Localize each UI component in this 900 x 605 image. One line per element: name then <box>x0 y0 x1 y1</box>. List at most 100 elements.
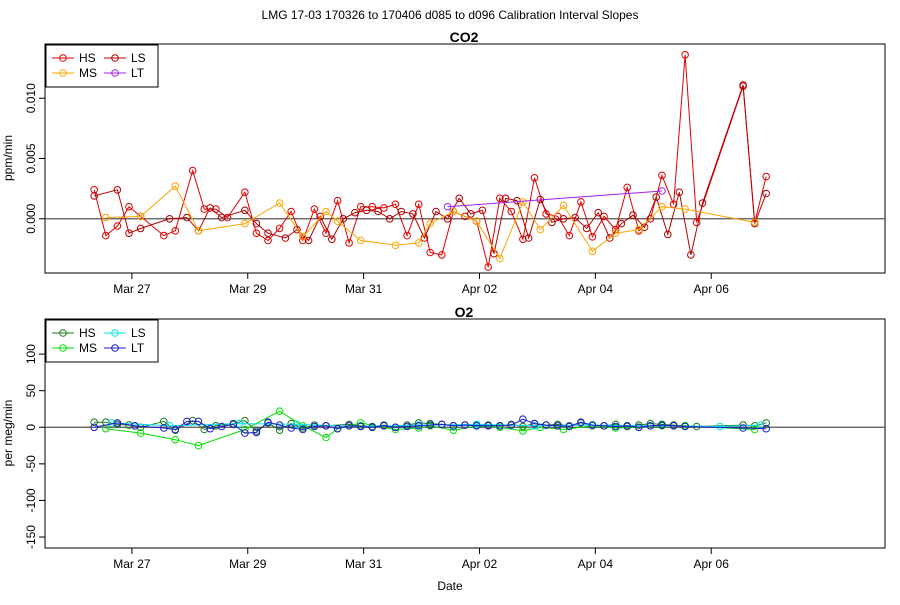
co2-series-hs-point <box>102 231 110 240</box>
co2-series-ms-point <box>275 199 284 207</box>
o2-series-lt-point <box>588 421 597 429</box>
co2-series-hs-point <box>623 183 632 192</box>
co2-series-ls-point <box>559 215 568 223</box>
co2-series-hs-point <box>310 205 319 213</box>
co2-series-ls-point <box>762 189 771 198</box>
co2-series-hs-point <box>380 204 388 212</box>
co2-series-ms-line <box>105 185 755 260</box>
o2-series-lt-point <box>472 422 481 430</box>
o2-series-lt-point <box>623 422 632 430</box>
co2-legend-lt-label: LT <box>131 66 145 80</box>
o2-series-lt-point <box>380 422 388 430</box>
o2-series-lt-point <box>194 417 203 426</box>
o2-series-hs-point <box>635 421 643 429</box>
o2-series-lt-line <box>94 418 767 434</box>
o2-x-tick-label: Apr 02 <box>462 557 498 571</box>
o2-series-lt-point <box>275 421 284 429</box>
co2-series-ls-point <box>501 194 510 203</box>
co2-series-hs-point <box>600 212 608 221</box>
co2-series-ms-point <box>658 202 666 211</box>
co2-panel: CO2 ppm/min Mar 27 Mar 29 Mar 31 Apr 02 Apr … <box>1 29 886 296</box>
co2-x-tick-label: Mar 29 <box>229 282 267 296</box>
o2-series-lt-point <box>403 422 411 431</box>
o2-series-lt-point <box>542 421 550 429</box>
co2-series-ls-point <box>252 219 261 228</box>
o2-legend-lt-label: LT <box>131 341 145 355</box>
co2-series-ls-point <box>617 219 626 228</box>
co2-x-tick-label: Mar 31 <box>345 282 383 296</box>
co2-series-hs-point <box>90 186 98 194</box>
o2-series-hs-point <box>287 419 296 428</box>
co2-series-ls-point <box>304 236 313 245</box>
co2-legend-hs-label: HS <box>79 51 96 65</box>
o2-panel-title: O2 <box>455 304 474 320</box>
o2-series-lt-point <box>241 429 249 437</box>
co2-series-ls-point <box>397 207 406 216</box>
o2-series-ls-point <box>293 420 301 429</box>
o2-series-lt-point <box>113 419 122 427</box>
co2-legend-lt-swatch-marker <box>111 69 119 77</box>
co2-series-hs-point <box>322 229 330 237</box>
co2-series-hs-point <box>414 200 423 209</box>
co2-series-hs-point <box>426 248 435 257</box>
co2-series-ls-point <box>582 224 591 233</box>
co2-series-ls-point <box>548 218 556 227</box>
co2-series-hs-point <box>200 205 209 213</box>
co2-legend-ls-label: LS <box>131 51 146 65</box>
co2-series-hs-point <box>113 222 122 230</box>
co2-series-ls-point <box>125 229 133 237</box>
o2-series-lt-point <box>611 422 620 431</box>
co2-series-ls-point <box>217 213 226 222</box>
co2-y-tick-label: 0.005 <box>24 143 38 173</box>
co2-series-ls-point <box>606 234 614 242</box>
co2-series-ms-point <box>472 217 481 225</box>
o2-series-lt-point <box>333 424 342 433</box>
o2-series-ms-point <box>750 425 759 434</box>
co2-series-ls-point <box>136 224 145 233</box>
o2-series-lt-point <box>507 421 516 429</box>
co2-series-ls-point <box>90 192 98 200</box>
o2-plot-marks: Mar 27 Mar 29 Mar 31 Apr 02 Apr 04 Apr 06 -150… <box>24 318 886 571</box>
o2-series-lt-point <box>449 422 458 430</box>
co2-legend: HS LS MS LT <box>45 44 159 88</box>
co2-series-ms-point <box>496 254 504 263</box>
co2-series-hs-point <box>762 172 771 181</box>
co2-series-hs-point <box>507 207 516 216</box>
o2-series-lt-point <box>577 418 585 427</box>
o2-series-ms-point <box>519 427 527 435</box>
o2-series-lt-point <box>90 423 98 432</box>
o2-series-ls-point <box>530 422 539 430</box>
o2-series-lt-point <box>322 422 330 430</box>
co2-series-ls-point <box>629 211 637 219</box>
o2-x-tick-label: Apr 06 <box>694 557 730 571</box>
co2-y-tick-label: 0.000 <box>24 203 38 233</box>
o2-series-lt-point <box>530 419 539 428</box>
o2-series-hs-point <box>519 422 527 431</box>
co2-series-ls-point <box>374 207 382 216</box>
co2-series-hs-point <box>577 198 585 206</box>
co2-series-ms-point <box>136 212 145 221</box>
o2-series-ms-point <box>136 429 145 437</box>
co2-series-hs-point <box>333 196 342 205</box>
co2-series-ls-point <box>385 215 394 223</box>
co2-series-hs-point <box>356 202 365 211</box>
o2-series-lt-point <box>206 424 214 433</box>
co2-series-hs-point <box>519 235 527 244</box>
o2-series-ms-point <box>275 407 284 416</box>
co2-series-hs-point <box>484 263 493 271</box>
o2-series-lt-point <box>669 422 678 430</box>
co2-series-hs-point <box>681 51 689 59</box>
co2-series-lt-line <box>447 190 663 208</box>
co2-series-hs-point <box>287 207 296 216</box>
co2-series-ls-point <box>241 206 249 215</box>
o2-series-lt-point <box>217 422 226 431</box>
co2-series-ls-point <box>328 235 336 244</box>
o2-series-lt-point <box>519 415 527 424</box>
o2-y-axis-label: per meg/min <box>1 400 15 467</box>
o2-series-lt-point <box>229 420 238 429</box>
main-title: LMG 17-03 170326 to 170406 d085 to d096 … <box>262 8 639 22</box>
co2-legend-hs-swatch-marker <box>59 54 67 62</box>
co2-series-ls-point <box>165 215 174 223</box>
